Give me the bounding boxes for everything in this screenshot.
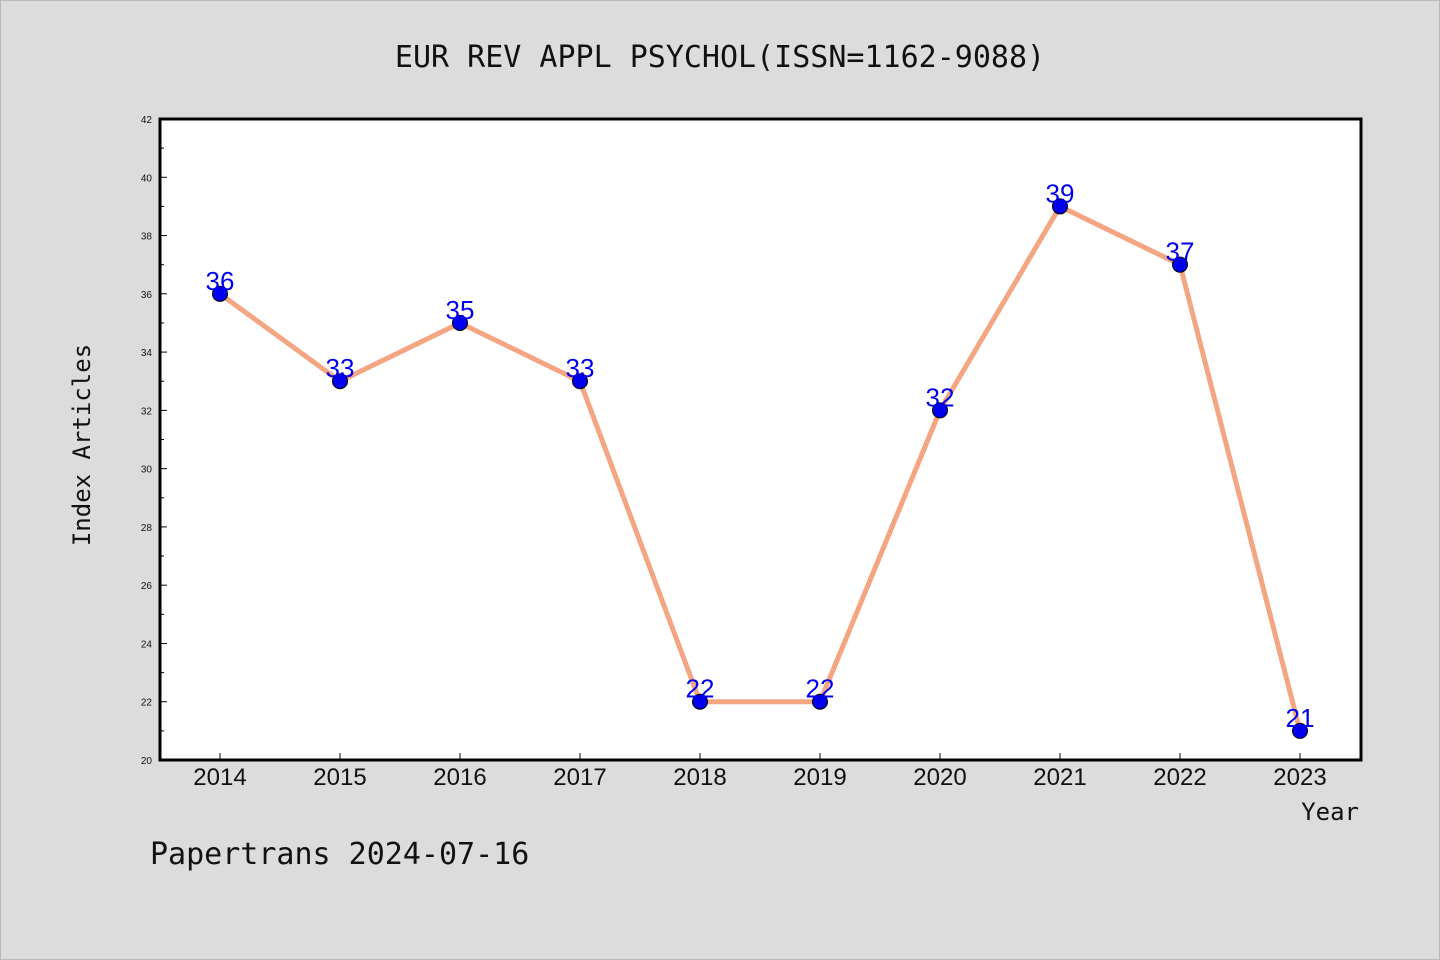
y-tick-label: 28 xyxy=(141,523,153,534)
data-label: 22 xyxy=(686,674,715,704)
x-tick-label: 2020 xyxy=(913,764,966,791)
x-axis-label: Year xyxy=(1301,798,1359,826)
x-tick-label: 2022 xyxy=(1153,764,1206,791)
y-tick-label: 26 xyxy=(141,581,153,592)
data-label: 22 xyxy=(806,674,835,704)
y-tick-label: 42 xyxy=(141,115,153,126)
data-point xyxy=(1292,722,1308,739)
y-tick-label: 34 xyxy=(141,348,153,359)
y-tick-label: 40 xyxy=(141,173,153,184)
data-point xyxy=(692,693,708,710)
data-point xyxy=(212,285,228,302)
data-label: 36 xyxy=(206,266,235,296)
x-tick-label: 2019 xyxy=(793,764,846,791)
data-label: 35 xyxy=(446,295,475,325)
data-point xyxy=(1172,256,1188,273)
y-tick-label: 38 xyxy=(141,232,153,243)
data-label: 21 xyxy=(1286,703,1315,733)
x-tick-label: 2016 xyxy=(433,764,486,791)
x-tick-label: 2015 xyxy=(313,764,366,791)
chart-title: EUR REV APPL PSYCHOL(ISSN=1162-9088) xyxy=(395,40,1045,75)
y-axis-label: Index Articles xyxy=(68,344,96,546)
x-tick-label: 2014 xyxy=(193,764,246,791)
y-tick-label: 30 xyxy=(141,465,153,476)
plot-area xyxy=(158,117,1363,762)
y-tick-label: 20 xyxy=(141,756,153,767)
data-point xyxy=(332,373,348,390)
x-tick-label: 2021 xyxy=(1033,764,1086,791)
x-tick-label: 2018 xyxy=(673,764,726,791)
y-tick-label: 24 xyxy=(141,639,153,650)
y-tick-label: 32 xyxy=(141,406,153,417)
y-tick-label: 22 xyxy=(141,698,153,709)
series-line xyxy=(218,203,1303,732)
footer-text: Papertrans 2024-07-16 xyxy=(150,837,529,872)
data-label: 33 xyxy=(326,353,355,383)
data-point xyxy=(452,314,468,331)
data-point xyxy=(1052,198,1068,215)
data-label: 37 xyxy=(1166,237,1195,267)
x-tick-label: 2023 xyxy=(1273,764,1326,791)
data-label: 33 xyxy=(566,353,595,383)
x-tick-label: 2017 xyxy=(553,764,606,791)
data-point xyxy=(932,402,948,419)
data-point xyxy=(572,373,588,390)
data-point xyxy=(812,693,828,710)
y-tick-label: 36 xyxy=(141,290,153,301)
data-label: 39 xyxy=(1046,178,1075,208)
data-label: 32 xyxy=(926,382,955,412)
